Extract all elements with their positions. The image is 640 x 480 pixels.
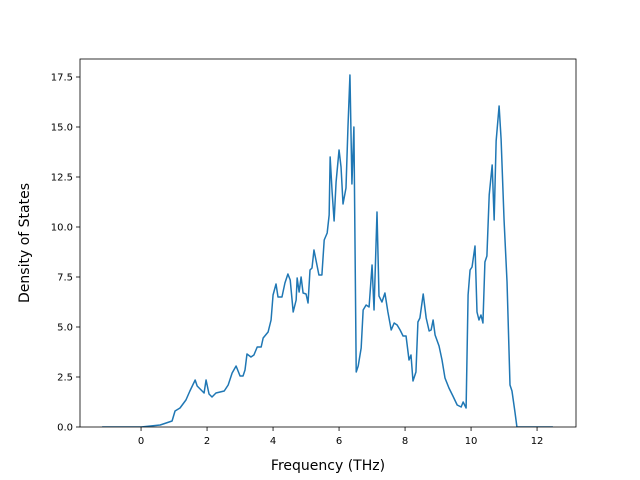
x-tick-label: 10: [465, 436, 478, 447]
x-tick-label: 12: [531, 436, 544, 447]
y-tick-label: 5.0: [57, 323, 73, 334]
y-tick-label: 2.5: [57, 373, 73, 384]
line: [102, 74, 553, 427]
y-tick-label: 17.5: [51, 73, 73, 84]
x-tick-label: 0: [138, 436, 144, 447]
x-tick-label: 8: [402, 436, 408, 447]
x-tick-label: 2: [204, 436, 210, 447]
x-tick-label: 6: [336, 436, 342, 447]
plot-frame: [79, 58, 577, 428]
y-tick-label: 10.0: [51, 223, 73, 234]
y-tick-label: 0.0: [57, 423, 73, 434]
x-axis-label: Frequency (THz): [271, 458, 385, 474]
y-tick-label: 12.5: [51, 173, 73, 184]
y-axis-label: Density of States: [17, 183, 33, 303]
y-tick-label: 15.0: [51, 123, 73, 134]
x-tick-label: 4: [270, 436, 276, 447]
y-tick-label: 7.5: [57, 273, 73, 284]
